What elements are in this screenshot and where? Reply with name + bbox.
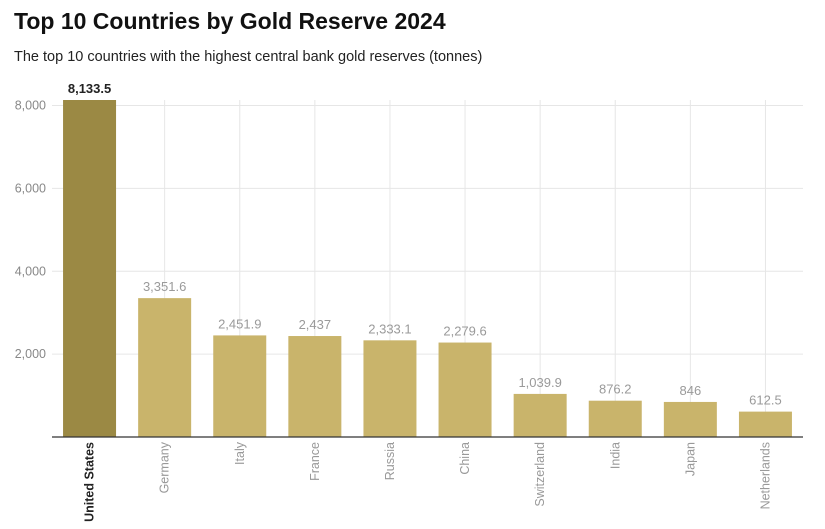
x-tick-label: India bbox=[608, 442, 622, 469]
bar-japan[interactable] bbox=[663, 401, 717, 437]
x-tick-label: Switzerland bbox=[533, 442, 547, 507]
y-tick-label: 8,000 bbox=[15, 99, 46, 113]
bar-germany[interactable] bbox=[138, 298, 192, 437]
bar-china[interactable] bbox=[438, 342, 492, 437]
data-label: 1,039.9 bbox=[518, 375, 561, 390]
bar-india[interactable] bbox=[588, 400, 642, 437]
bar-united-states[interactable] bbox=[63, 100, 117, 437]
y-tick-label: 2,000 bbox=[15, 347, 46, 361]
data-label: 612.5 bbox=[749, 393, 782, 408]
x-tick-label: Russia bbox=[383, 442, 397, 480]
chart-title: Top 10 Countries by Gold Reserve 2024 bbox=[14, 8, 446, 34]
bar-switzerland[interactable] bbox=[513, 393, 567, 437]
data-label: 8,133.5 bbox=[68, 81, 111, 96]
x-tick-label: Netherlands bbox=[758, 442, 772, 509]
data-label: 846 bbox=[679, 383, 701, 398]
bar-netherlands[interactable] bbox=[738, 411, 792, 437]
bar-france[interactable] bbox=[288, 336, 342, 437]
x-tick-label: Germany bbox=[158, 441, 172, 493]
x-tick-label: Italy bbox=[233, 441, 247, 465]
y-tick-label: 4,000 bbox=[15, 264, 46, 278]
data-label: 2,279.6 bbox=[443, 324, 486, 339]
bar-russia[interactable] bbox=[363, 340, 417, 437]
bar-italy[interactable] bbox=[213, 335, 267, 437]
x-tick-label: China bbox=[458, 442, 472, 475]
data-label: 2,437 bbox=[299, 317, 332, 332]
x-tick-label: United States bbox=[83, 442, 97, 522]
x-tick-label: Japan bbox=[683, 442, 697, 476]
x-tick-label: France bbox=[308, 442, 322, 481]
data-label: 876.2 bbox=[599, 382, 632, 397]
y-tick-label: 6,000 bbox=[15, 181, 46, 195]
chart-subtitle: The top 10 countries with the highest ce… bbox=[14, 49, 483, 65]
data-label: 2,333.1 bbox=[368, 321, 411, 336]
data-label: 2,451.9 bbox=[218, 316, 261, 331]
data-label: 3,351.6 bbox=[143, 279, 186, 294]
